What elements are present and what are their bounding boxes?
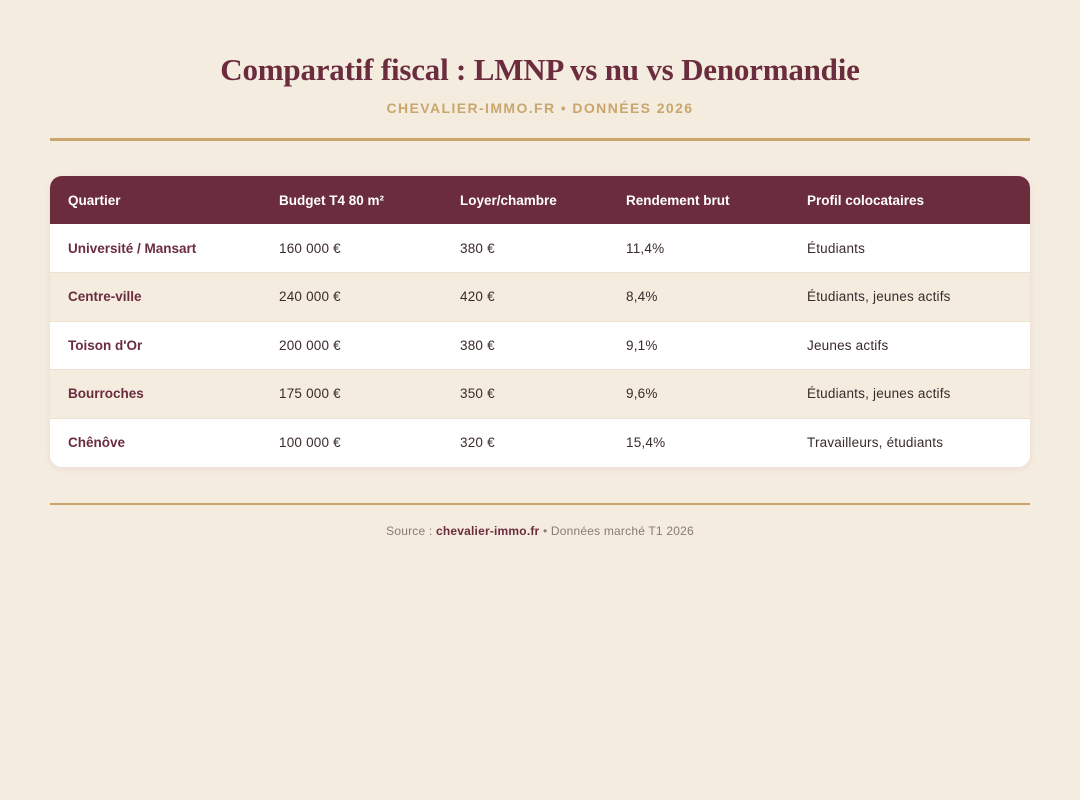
cell-profil: Étudiants, jeunes actifs <box>807 386 951 402</box>
table-row: Chênôve 100 000 € 320 € 15,4% Travailleu… <box>50 418 1030 467</box>
cell-budget: 200 000 € <box>279 337 341 353</box>
cell-quartier: Centre-ville <box>68 289 142 305</box>
cell-budget: 240 000 € <box>279 289 341 305</box>
table-header: Quartier Budget T4 80 m² Loyer/chambre R… <box>50 176 1030 224</box>
table-row: Centre-ville 240 000 € 420 € 8,4% Étudia… <box>50 272 1030 321</box>
cell-loyer: 380 € <box>460 240 495 256</box>
cell-profil: Travailleurs, étudiants <box>807 435 944 450</box>
cell-quartier: Bourroches <box>68 386 144 402</box>
page-title: Comparatif fiscal : LMNP vs nu vs Denorm… <box>220 52 860 87</box>
table-body: Université / Mansart 160 000 € 380 € 11,… <box>50 224 1030 467</box>
footer-brand-link[interactable]: chevalier-immo.fr <box>435 523 540 538</box>
page-subtitle: CHEVALIER-IMMO.FR • DONNÉES 2026 <box>386 100 694 116</box>
cell-rendement: 9,1% <box>626 337 658 353</box>
cell-rendement: 9,6% <box>626 386 658 402</box>
column-header-budget: Budget T4 80 m² <box>279 192 385 208</box>
cell-loyer: 320 € <box>460 435 495 450</box>
cell-loyer: 420 € <box>460 289 495 305</box>
footer-prefix: Source : <box>386 523 436 538</box>
page-header: Comparatif fiscal : LMNP vs nu vs Denorm… <box>0 0 1080 116</box>
cell-loyer: 380 € <box>460 337 495 353</box>
cell-quartier: Toison d'Or <box>68 337 143 353</box>
cell-quartier: Université / Mansart <box>68 240 197 256</box>
cell-quartier: Chênôve <box>68 435 126 450</box>
column-header-quartier: Quartier <box>68 192 121 208</box>
footer-suffix: • Données marché T1 2026 <box>539 523 694 538</box>
cell-rendement: 8,4% <box>626 289 658 305</box>
cell-rendement: 15,4% <box>626 435 666 450</box>
column-header-profil: Profil colocataires <box>807 192 925 208</box>
cell-budget: 160 000 € <box>279 240 341 256</box>
cell-profil: Jeunes actifs <box>807 337 889 353</box>
footer-source: Source : chevalier-immo.fr • Données mar… <box>0 524 1080 538</box>
table-header-row: Quartier Budget T4 80 m² Loyer/chambre R… <box>50 176 1030 224</box>
table-row: Toison d'Or 200 000 € 380 € 9,1% Jeunes … <box>50 321 1030 370</box>
comparison-table-card: Quartier Budget T4 80 m² Loyer/chambre R… <box>50 176 1030 467</box>
column-header-loyer: Loyer/chambre <box>460 192 557 208</box>
header-divider <box>50 138 1030 141</box>
table-row: Bourroches 175 000 € 350 € 9,6% Étudiant… <box>50 369 1030 418</box>
comparison-table: Quartier Budget T4 80 m² Loyer/chambre R… <box>50 176 1030 467</box>
table-row: Université / Mansart 160 000 € 380 € 11,… <box>50 224 1030 273</box>
cell-rendement: 11,4% <box>626 240 665 256</box>
footer-divider <box>50 502 1030 505</box>
cell-profil: Étudiants <box>807 240 866 256</box>
cell-budget: 175 000 € <box>279 386 341 402</box>
cell-profil: Étudiants, jeunes actifs <box>807 289 951 305</box>
cell-loyer: 350 € <box>460 386 495 402</box>
column-header-rendement: Rendement brut <box>626 192 730 208</box>
cell-budget: 100 000 € <box>279 435 341 450</box>
